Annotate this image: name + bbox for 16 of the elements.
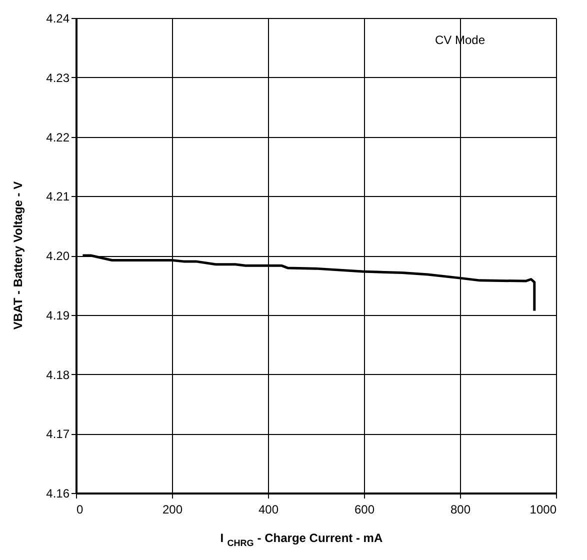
x-tick-label: 400 — [258, 502, 279, 516]
y-tick-label: 4.20 — [46, 249, 70, 263]
y-tick-label: 4.22 — [46, 130, 70, 144]
y-axis-title: VBAT - Battery Voltage - V — [11, 181, 25, 330]
y-tick-label: 4.19 — [46, 308, 70, 322]
x-tick-label: 1000 — [530, 502, 557, 516]
y-tick-label: 4.23 — [46, 70, 70, 85]
x-tick-label: 600 — [354, 502, 375, 516]
x-tick-label: 200 — [162, 502, 183, 516]
y-tick-label: 4.17 — [46, 427, 70, 442]
y-tick-label: 4.24 — [46, 12, 70, 26]
y-tick-label: 4.16 — [46, 486, 70, 500]
x-tick-label: 0 — [76, 502, 84, 516]
y-tick-label: 4.21 — [46, 190, 70, 204]
y-tick-label: 4.18 — [46, 368, 70, 382]
x-tick-label: 800 — [450, 502, 471, 516]
